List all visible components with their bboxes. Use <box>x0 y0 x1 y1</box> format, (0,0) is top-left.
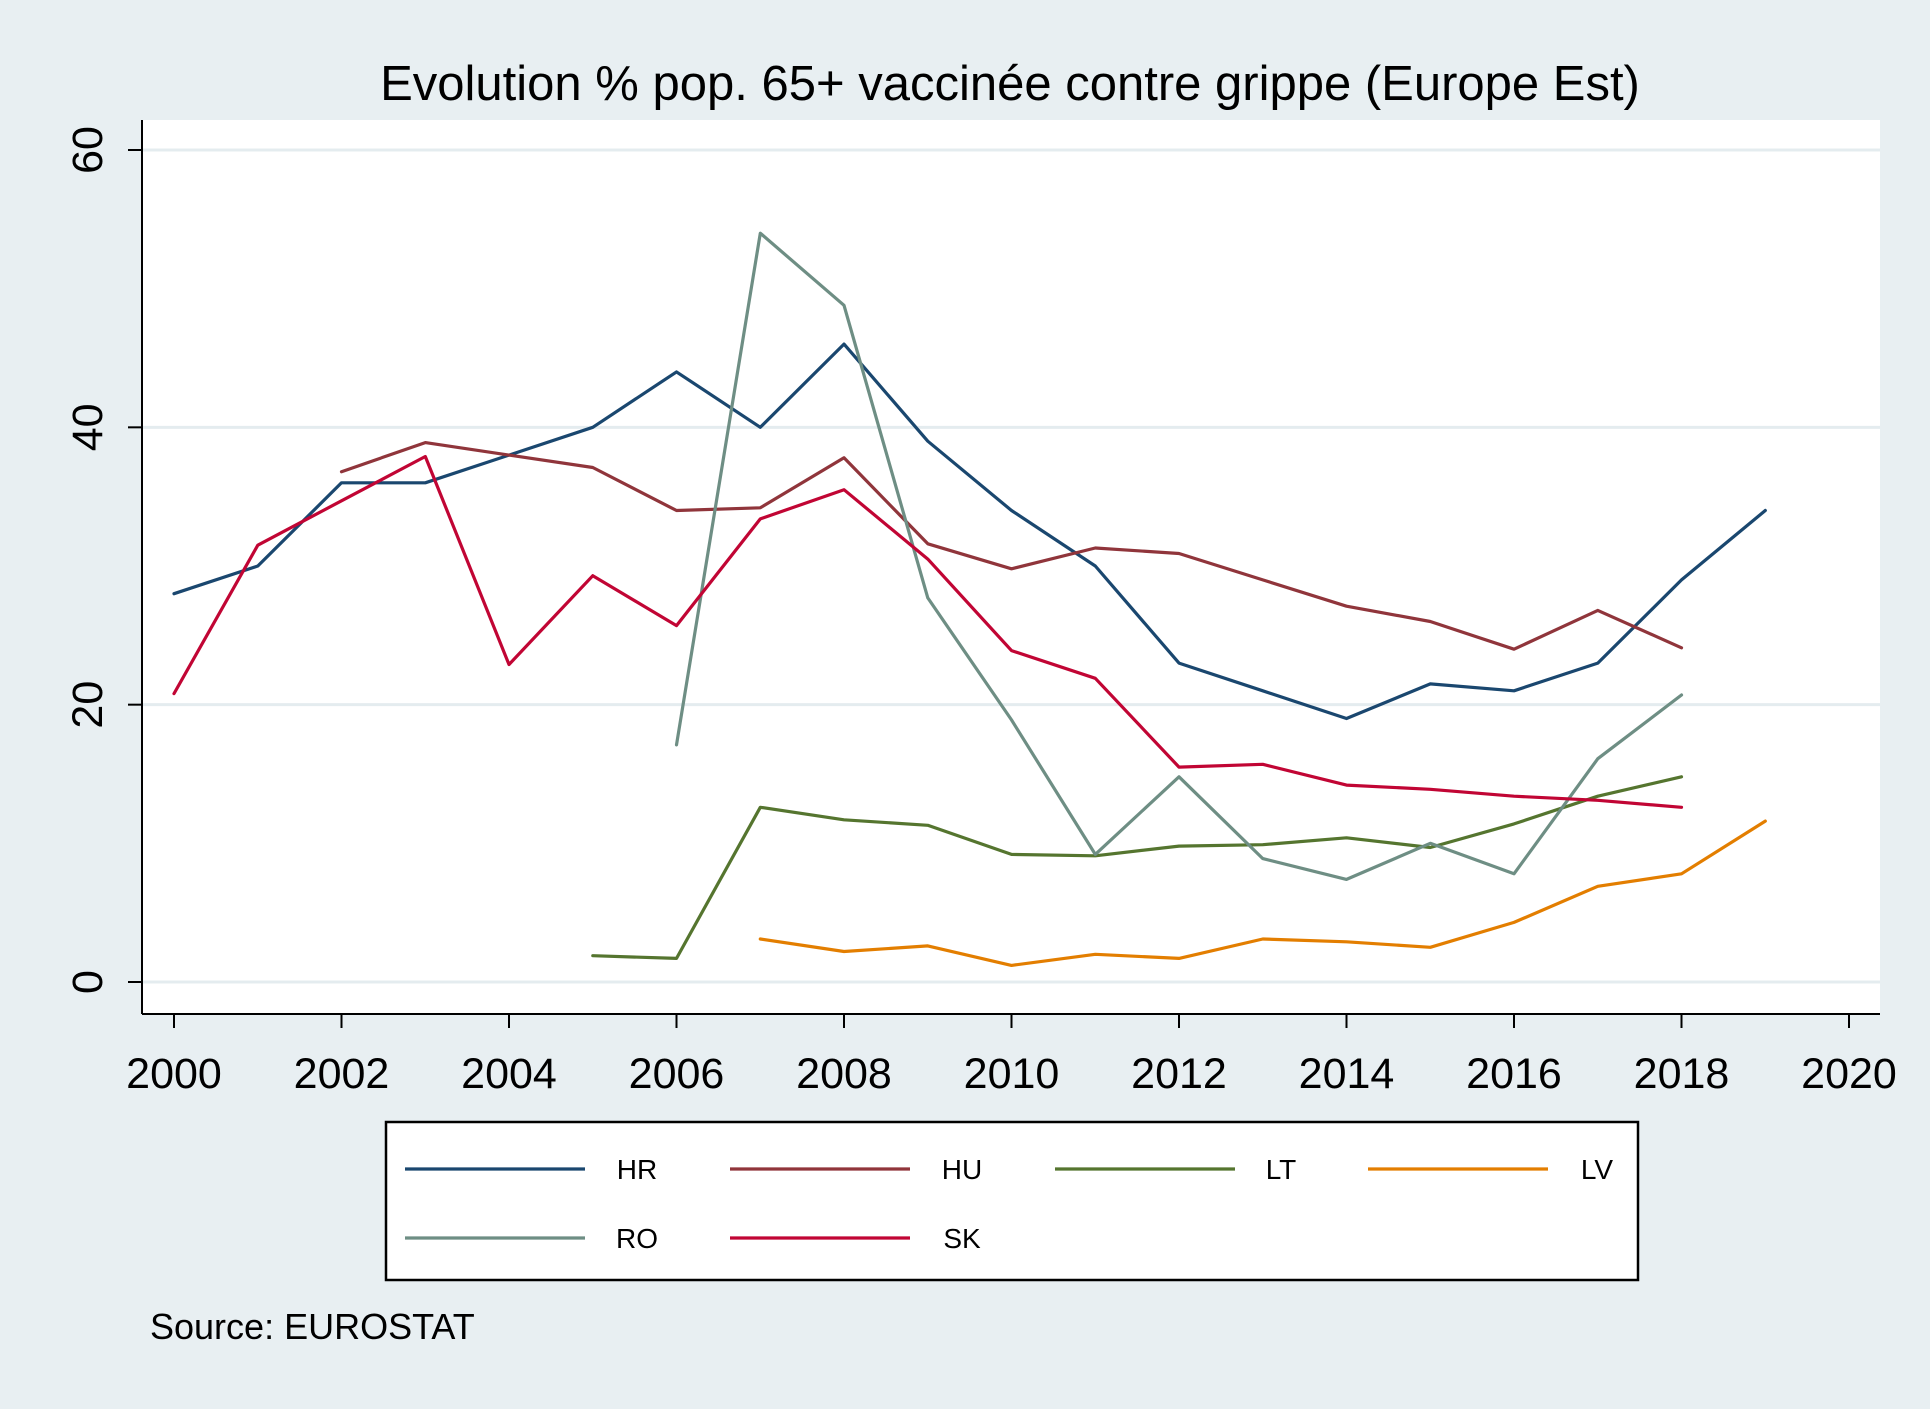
series-line-ro <box>674 231 1684 882</box>
x-tick-label-2020: 2020 <box>1801 1050 1897 1098</box>
x-tick-label-2016: 2016 <box>1466 1050 1562 1098</box>
legend-box <box>384 1120 1640 1282</box>
legend-label-hr: HR <box>617 1154 657 1185</box>
x-tick-label-2000: 2000 <box>126 1050 222 1098</box>
chart-title: Evolution % pop. 65+ vaccinée contre gri… <box>380 57 1640 111</box>
legend-label-lt: LT <box>1266 1154 1297 1185</box>
y-tick-label-40: 40 <box>64 403 112 451</box>
legend-label-sk: SK <box>943 1223 981 1254</box>
x-tick-label-2018: 2018 <box>1634 1050 1730 1098</box>
source-note: Source: EUROSTAT <box>150 1306 475 1347</box>
x-tick-label-2014: 2014 <box>1299 1050 1395 1098</box>
x-tick-label-2012: 2012 <box>1131 1050 1227 1098</box>
gridlines <box>142 148 1880 984</box>
legend-label-ro: RO <box>616 1223 658 1254</box>
x-tick-label-2002: 2002 <box>294 1050 390 1098</box>
series-line-lt <box>591 775 1684 961</box>
series-line-hu <box>339 441 1684 651</box>
series-line-hr <box>172 342 1767 721</box>
x-tick-label-2006: 2006 <box>629 1050 725 1098</box>
series-line-sk <box>172 454 1684 809</box>
x-tick-label-2004: 2004 <box>461 1050 557 1098</box>
axes: 0 20 40 60 2000 2002 2004 2006 2008 2010 2012 2014 2… <box>64 120 1897 1098</box>
legend-label-hu: HU <box>942 1154 982 1185</box>
y-tick-label-60: 60 <box>64 126 112 174</box>
legend: HR HU LT LV RO SK <box>384 1120 1640 1282</box>
y-tick-label-0: 0 <box>64 970 112 994</box>
x-tick-label-2010: 2010 <box>964 1050 1060 1098</box>
legend-label-lv: LV <box>1581 1154 1613 1185</box>
series-lines <box>172 231 1767 968</box>
series-line-lv <box>758 819 1767 968</box>
x-tick-label-2008: 2008 <box>796 1050 892 1098</box>
y-tick-label-20: 20 <box>64 681 112 729</box>
